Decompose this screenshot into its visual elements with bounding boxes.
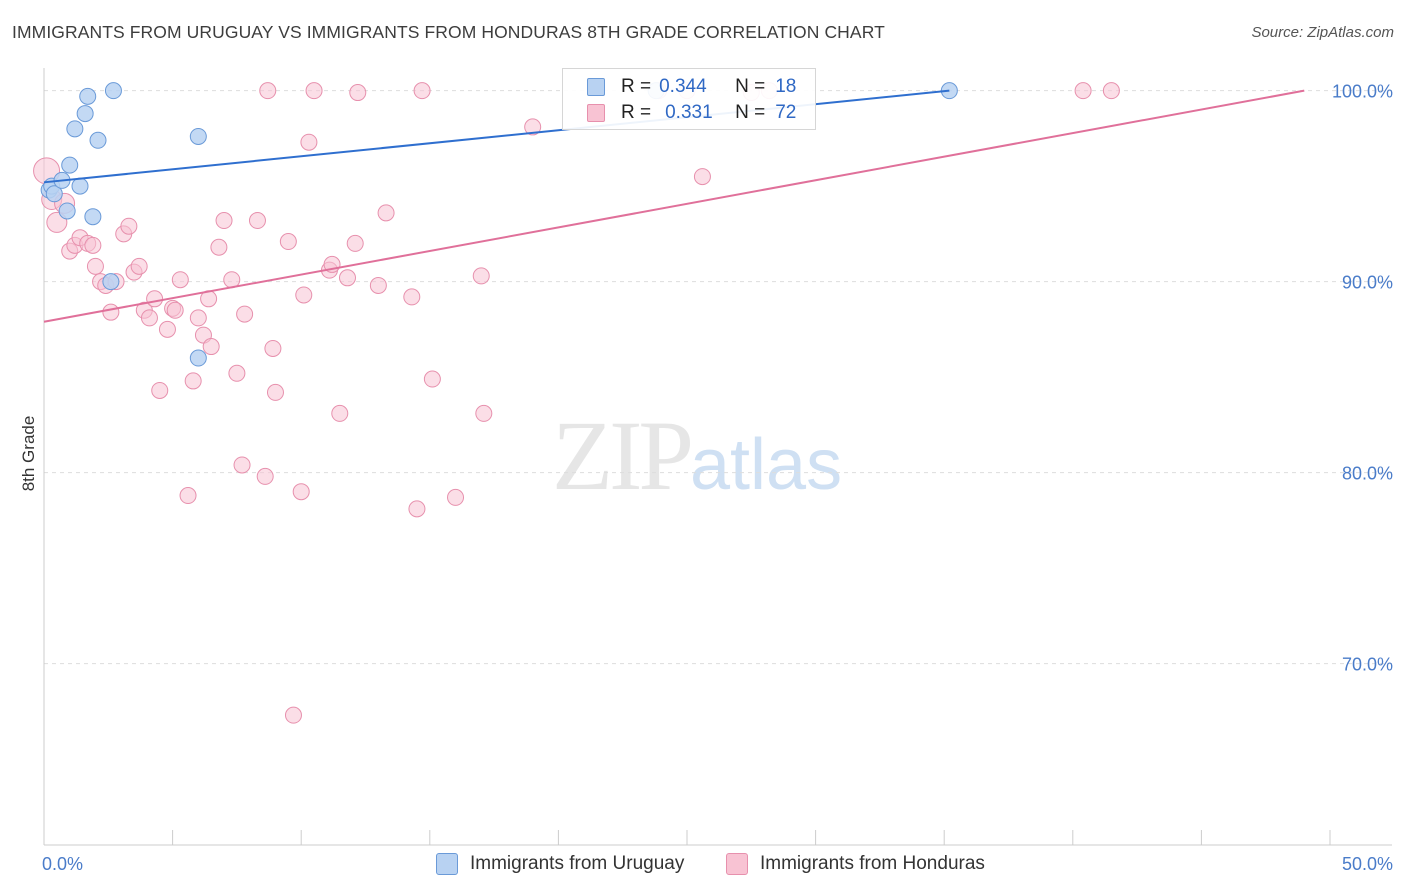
honduras-point xyxy=(189,309,207,327)
uruguay-point xyxy=(71,177,89,195)
grid-lines xyxy=(44,90,1392,665)
legend-row-honduras: R = 0.331 N = 72 xyxy=(587,101,796,125)
uruguay-point xyxy=(89,131,107,149)
uruguay-point xyxy=(66,120,84,138)
uruguay-point xyxy=(189,349,207,367)
honduras-swatch-icon xyxy=(587,104,605,122)
r-label: R = xyxy=(621,76,652,97)
honduras-point xyxy=(408,500,426,518)
honduras-point xyxy=(338,269,356,287)
chart-title: IMMIGRANTS FROM URUGUAY VS IMMIGRANTS FR… xyxy=(12,22,885,42)
legend-label-honduras: Immigrants from Honduras xyxy=(760,853,985,874)
n-label: N = xyxy=(735,102,766,123)
source-label: Source: ZipAtlas.com xyxy=(1251,24,1394,41)
honduras-point xyxy=(140,309,158,327)
uruguay-point xyxy=(189,127,207,145)
honduras-point xyxy=(413,82,431,100)
watermark-zip: ZIP xyxy=(552,400,694,511)
honduras-point xyxy=(279,233,297,251)
honduras-point xyxy=(184,372,202,390)
honduras-point xyxy=(236,305,254,323)
watermark-atlas: atlas xyxy=(690,425,843,505)
honduras-point xyxy=(331,404,349,422)
axes xyxy=(43,68,1392,846)
uruguay-legend-icon xyxy=(436,853,458,875)
r-label: R = xyxy=(621,102,652,123)
uruguay-point xyxy=(79,87,97,105)
y-tick-label: 90.0% xyxy=(1342,273,1393,293)
uruguay-swatch-icon xyxy=(587,78,605,96)
honduras-point xyxy=(403,288,421,306)
r-value-uruguay: 0.344 xyxy=(659,76,707,97)
honduras-point xyxy=(179,487,197,505)
honduras-point xyxy=(284,706,302,724)
honduras-point xyxy=(210,238,228,256)
legend-label-uruguay: Immigrants from Uruguay xyxy=(470,853,685,874)
honduras-point xyxy=(228,364,246,382)
n-value-uruguay: 18 xyxy=(775,76,797,97)
honduras-point xyxy=(349,84,367,102)
n-value-honduras: 72 xyxy=(775,102,797,123)
stats-legend: R = 0.344 N = 18 R = 0.331 N = 72 xyxy=(562,68,816,130)
honduras-point xyxy=(146,290,164,308)
uruguay-point xyxy=(76,105,94,123)
honduras-point xyxy=(248,212,266,230)
honduras-point xyxy=(233,456,251,474)
uruguay-point xyxy=(84,208,102,226)
honduras-point xyxy=(472,267,490,285)
honduras-point xyxy=(202,338,220,356)
honduras-point xyxy=(166,301,184,319)
honduras-point xyxy=(300,133,318,151)
honduras-point xyxy=(1102,82,1120,100)
honduras-point xyxy=(130,257,148,275)
honduras-point xyxy=(1074,82,1092,100)
y-tick-label: 70.0% xyxy=(1342,655,1393,675)
honduras-legend-icon xyxy=(726,853,748,875)
honduras-trend-line xyxy=(43,89,1305,323)
honduras-point xyxy=(259,82,277,100)
honduras-point xyxy=(215,212,233,230)
uruguay-point xyxy=(104,82,122,100)
honduras-point xyxy=(447,488,465,506)
y-tick-label: 80.0% xyxy=(1342,464,1393,484)
honduras-point xyxy=(151,381,169,399)
honduras-point xyxy=(693,168,711,186)
honduras-point xyxy=(524,118,542,136)
honduras-point xyxy=(256,467,274,485)
honduras-point xyxy=(120,217,138,235)
r-value-honduras: 0.331 xyxy=(665,102,713,123)
uruguay-point xyxy=(45,185,63,203)
honduras-point xyxy=(305,82,323,100)
legend-row-uruguay: R = 0.344 N = 18 xyxy=(587,75,796,99)
honduras-point xyxy=(346,234,364,252)
legend-item-uruguay[interactable]: Immigrants from Uruguay xyxy=(436,850,684,878)
honduras-point xyxy=(292,483,310,501)
x-tick-label-max: 50.0% xyxy=(1342,854,1393,874)
honduras-point xyxy=(295,286,313,304)
uruguay-point xyxy=(58,202,76,220)
honduras-point xyxy=(86,257,104,275)
tick-labels: 100.0% 90.0% 80.0% 70.0% 0.0% 50.0% 8th Grade xyxy=(19,82,1393,874)
y-axis-title: 8th Grade xyxy=(19,416,38,492)
uruguay-point xyxy=(102,273,120,291)
honduras-point xyxy=(264,339,282,357)
honduras-point xyxy=(369,276,387,294)
honduras-point xyxy=(475,404,493,422)
honduras-point xyxy=(84,236,102,254)
honduras-point xyxy=(377,204,395,222)
n-label: N = xyxy=(735,76,766,97)
data-points xyxy=(33,82,1120,724)
x-tick-label-min: 0.0% xyxy=(42,854,83,874)
honduras-point xyxy=(266,383,284,401)
uruguay-point xyxy=(61,156,79,174)
watermark: ZIPatlas xyxy=(552,398,842,513)
honduras-point xyxy=(102,303,120,321)
legend-item-honduras[interactable]: Immigrants from Honduras xyxy=(726,850,985,878)
honduras-point xyxy=(158,320,176,338)
y-tick-label: 100.0% xyxy=(1332,82,1393,102)
honduras-point xyxy=(423,370,441,388)
honduras-point xyxy=(171,271,189,289)
